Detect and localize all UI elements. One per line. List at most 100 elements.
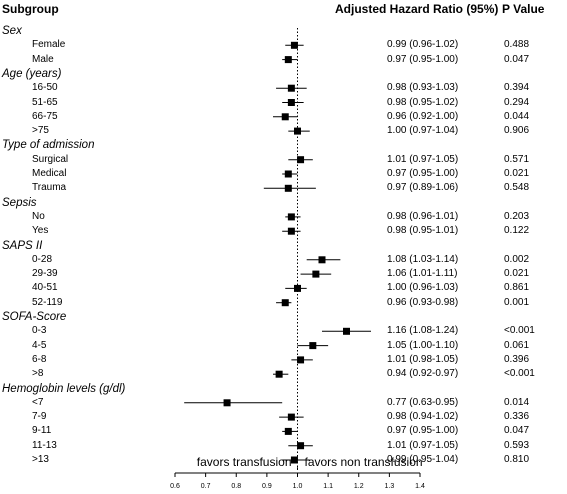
table-row: 11-13 1.01 (0.97-1.05) 0.593 bbox=[0, 439, 567, 453]
subgroup-label: Yes bbox=[32, 225, 49, 237]
table-row: No 0.98 (0.96-1.01) 0.203 bbox=[0, 210, 567, 224]
table-row: 40-51 1.00 (0.96-1.03) 0.861 bbox=[0, 281, 567, 295]
p-value-text: 0.488 bbox=[504, 39, 530, 51]
hazard-ratio-text: 0.97 (0.95-1.00) bbox=[387, 425, 459, 437]
subgroup-label: Trauma bbox=[32, 182, 67, 194]
subgroup-label: 0-3 bbox=[32, 325, 47, 337]
subgroup-label: >75 bbox=[32, 125, 49, 137]
header-p-value: P Value bbox=[502, 2, 545, 16]
hazard-ratio-text: 1.06 (1.01-1.11) bbox=[387, 268, 458, 280]
group-row: Sex bbox=[0, 24, 567, 38]
table-row: Surgical 1.01 (0.97-1.05) 0.571 bbox=[0, 153, 567, 167]
point-estimate bbox=[343, 327, 350, 335]
group-label: Type of admission bbox=[2, 139, 95, 152]
hazard-ratio-text: 0.97 (0.89-1.06) bbox=[387, 182, 459, 194]
group-label: SAPS II bbox=[2, 239, 43, 252]
table-row: 29-39 1.06 (1.01-1.11) 0.021 bbox=[0, 267, 567, 281]
point-estimate bbox=[297, 156, 305, 164]
table-row: Male 0.97 (0.95-1.00) 0.047 bbox=[0, 53, 567, 67]
subgroup-label: 6-8 bbox=[32, 353, 47, 365]
p-value-text: 0.021 bbox=[504, 168, 530, 179]
p-value-text: 0.593 bbox=[504, 439, 530, 451]
subgroup-label: 9-11 bbox=[32, 425, 52, 437]
table-row: Trauma 0.97 (0.89-1.06) 0.548 bbox=[0, 181, 567, 195]
table-row: 52-119 0.96 (0.93-0.98) 0.001 bbox=[0, 296, 567, 310]
p-value-text: 0.861 bbox=[504, 282, 530, 294]
point-estimate bbox=[312, 270, 320, 278]
p-value-text: 0.061 bbox=[504, 339, 530, 351]
point-estimate bbox=[275, 370, 283, 378]
subgroup-label: 29-39 bbox=[32, 268, 58, 280]
subgroup-label: >8 bbox=[32, 368, 44, 380]
x-tick-label: 1.0 bbox=[293, 483, 303, 490]
x-tick-label: 0.9 bbox=[262, 483, 272, 490]
annotation-right: favors non transfusion bbox=[305, 455, 423, 469]
table-row: Yes 0.98 (0.95-1.01) 0.122 bbox=[0, 224, 567, 238]
p-value-text: 0.394 bbox=[504, 82, 530, 94]
point-estimate bbox=[284, 427, 292, 435]
point-estimate bbox=[287, 84, 295, 92]
x-tick-label: 0.7 bbox=[201, 483, 211, 490]
point-estimate bbox=[223, 399, 231, 407]
annotation-left: favors transfusion bbox=[197, 455, 292, 469]
hazard-ratio-text: 0.98 (0.94-1.02) bbox=[387, 411, 459, 423]
group-label: Hemoglobin levels (g/dl) bbox=[2, 382, 126, 395]
p-value-text: 0.294 bbox=[504, 96, 530, 108]
hazard-ratio-text: 0.97 (0.95-1.00) bbox=[387, 168, 459, 179]
group-row: Hemoglobin levels (g/dl) bbox=[0, 382, 567, 396]
point-estimate bbox=[287, 227, 295, 235]
plot-marks: favors transfusion favors non transfusion bbox=[184, 28, 423, 470]
p-value-text: 0.548 bbox=[504, 182, 530, 194]
hazard-ratio-text: 0.98 (0.95-1.02) bbox=[387, 96, 459, 108]
table-row: >75 1.00 (0.97-1.04) 0.906 bbox=[0, 124, 567, 138]
x-axis: 0.6 0.7 0.8 0.9 1.0 1.1 1.2 1.3 1.4 bbox=[170, 472, 425, 490]
hazard-ratio-text: 1.00 (0.97-1.04) bbox=[387, 125, 459, 137]
hazard-ratio-text: 1.01 (0.97-1.05) bbox=[387, 439, 459, 451]
group-row: SAPS II bbox=[0, 239, 567, 253]
table-row: 7-9 0.98 (0.94-1.02) 0.336 bbox=[0, 410, 567, 424]
p-value-text: 0.203 bbox=[504, 210, 530, 222]
group-row: Sepsis bbox=[0, 196, 567, 210]
table-row: <7 0.77 (0.63-0.95) 0.014 bbox=[0, 396, 567, 410]
x-tick-label: 1.4 bbox=[415, 483, 425, 490]
p-value-text: 0.001 bbox=[504, 296, 530, 308]
table-row: >13 0.99 (0.95-1.04) 0.810 bbox=[0, 453, 567, 467]
table-row: 9-11 0.97 (0.95-1.00) 0.047 bbox=[0, 424, 567, 438]
header-subgroup: Subgroup bbox=[2, 2, 59, 16]
subgroup-label: No bbox=[32, 210, 45, 222]
hazard-ratio-text: 1.01 (0.97-1.05) bbox=[387, 153, 459, 165]
hazard-ratio-text: 1.08 (1.03-1.14) bbox=[387, 253, 459, 265]
table-row: 6-8 1.01 (0.98-1.05) 0.396 bbox=[0, 353, 567, 367]
subgroup-label: 66-75 bbox=[32, 110, 58, 122]
group-label: SOFA-Score bbox=[2, 311, 67, 323]
point-estimate bbox=[281, 299, 289, 307]
subgroup-label: >13 bbox=[32, 454, 49, 465]
group-label: Age (years) bbox=[2, 67, 62, 80]
point-estimate bbox=[284, 170, 292, 178]
group-label: Sepsis bbox=[2, 196, 37, 209]
p-value-text: <0.001 bbox=[504, 368, 535, 380]
table-row: >8 0.94 (0.92-0.97) <0.001 bbox=[0, 367, 567, 381]
x-tick-label: 0.8 bbox=[231, 483, 241, 490]
table-row: 51-65 0.98 (0.95-1.02) 0.294 bbox=[0, 96, 567, 110]
p-value-text: 0.044 bbox=[504, 110, 530, 122]
point-estimate bbox=[297, 442, 305, 450]
hazard-ratio-text: 0.98 (0.95-1.01) bbox=[387, 225, 459, 237]
table-row: Female 0.99 (0.96-1.02) 0.488 bbox=[0, 38, 567, 52]
point-estimate bbox=[287, 99, 295, 106]
p-value-text: 0.571 bbox=[504, 153, 530, 165]
hazard-ratio-text: 1.01 (0.98-1.05) bbox=[387, 353, 459, 365]
p-value-text: 0.014 bbox=[504, 396, 530, 408]
p-value-text: 0.047 bbox=[504, 425, 530, 437]
subgroup-label: Female bbox=[32, 39, 66, 51]
hazard-ratio-text: 0.97 (0.95-1.00) bbox=[387, 53, 459, 65]
p-value-text: 0.021 bbox=[504, 268, 530, 280]
subgroup-label: 51-65 bbox=[32, 96, 58, 108]
subgroup-label: 16-50 bbox=[32, 82, 58, 94]
p-value-text: <0.001 bbox=[504, 325, 535, 337]
table-row: Medical 0.97 (0.95-1.00) 0.021 bbox=[0, 167, 567, 181]
hazard-ratio-text: 0.96 (0.92-1.00) bbox=[387, 110, 459, 122]
group-row: Age (years) bbox=[0, 67, 567, 81]
subgroup-label: <7 bbox=[32, 396, 44, 408]
